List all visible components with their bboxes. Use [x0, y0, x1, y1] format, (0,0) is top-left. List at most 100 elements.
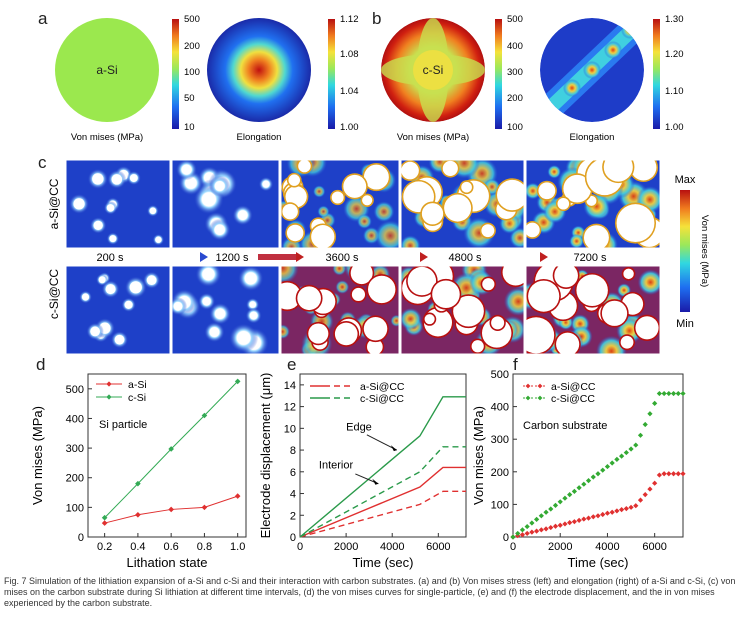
data-point	[537, 383, 543, 389]
series-line	[299, 396, 466, 538]
data-point	[525, 395, 531, 401]
data-point	[585, 515, 592, 521]
y-tick-label: 400	[66, 413, 84, 425]
colorbar-max-label: Max	[675, 174, 696, 186]
series-line	[299, 466, 466, 538]
stress-map-tile	[66, 160, 170, 248]
data-point	[623, 449, 629, 456]
a-right-tick: 1.12	[340, 14, 359, 25]
data-point	[168, 446, 174, 452]
b-left-tick: 300	[507, 67, 523, 78]
time-arrow-head	[540, 252, 548, 262]
stress-map-tile	[401, 160, 524, 248]
data-point	[537, 395, 543, 401]
data-point	[519, 527, 526, 533]
data-point	[590, 474, 596, 480]
data-point	[576, 485, 582, 491]
colorbar-axis-label: Von mises (MPa)	[699, 215, 710, 287]
legend-label: a-Si@CC	[360, 381, 405, 393]
data-point	[562, 521, 568, 527]
a-left-tick: 100	[184, 67, 200, 78]
data-point	[647, 411, 653, 417]
data-point	[670, 390, 677, 397]
annotation-edge-arrowhead	[390, 445, 397, 452]
time-arrow-head	[420, 252, 428, 262]
data-point	[106, 394, 112, 400]
y-tick-label: 200	[66, 473, 84, 485]
b-right-tick: 1.30	[665, 14, 684, 25]
data-point	[609, 509, 615, 515]
panel-letter-c: c	[38, 153, 47, 172]
x-axis-label: Lithation state	[127, 555, 208, 570]
x-tick-label: 0.8	[197, 541, 212, 553]
data-point	[633, 442, 639, 448]
x-tick-label: 0	[297, 541, 303, 553]
y-tick-label: 0	[78, 532, 84, 544]
data-point	[534, 516, 540, 522]
annotation-interior-arrowhead	[372, 478, 379, 485]
x-tick-label: 6000	[642, 541, 666, 553]
y-tick-label: 10	[284, 423, 296, 435]
data-point	[581, 481, 587, 487]
data-point	[576, 517, 582, 523]
stress-map-tile	[172, 160, 279, 248]
data-point	[666, 390, 672, 397]
stress-map-tile	[401, 266, 524, 354]
data-point	[101, 514, 108, 521]
b-right-caption: Elongation	[570, 132, 615, 143]
time-label: 3600 s	[325, 252, 359, 264]
stress-map-tile	[526, 266, 660, 354]
data-point	[628, 504, 634, 510]
annotation-interior: Interior	[319, 460, 354, 472]
stress-map-tile	[66, 266, 170, 354]
data-point	[595, 513, 601, 519]
y-tick-label: 300	[491, 434, 509, 446]
data-point	[101, 520, 108, 526]
data-point	[135, 511, 141, 518]
row-label-c-si-cc: c-Si@CC	[47, 269, 61, 320]
data-point	[609, 460, 615, 466]
annotation-edge: Edge	[346, 422, 372, 434]
panel-letter-f: f	[513, 355, 518, 374]
a-right-tick: 1.04	[340, 86, 359, 97]
data-point	[510, 534, 516, 540]
x-tick-label: 1.0	[230, 541, 245, 553]
data-point	[548, 524, 554, 531]
data-point	[168, 506, 174, 513]
a-si-vonmises-disk	[55, 18, 159, 122]
data-point	[571, 488, 577, 494]
a-si-disk-label: a-Si	[96, 63, 117, 77]
x-tick-label: 0.4	[130, 541, 145, 553]
data-point	[666, 471, 672, 477]
data-point	[529, 529, 535, 535]
chart-inner-title: Si particle	[99, 419, 147, 431]
data-point	[567, 492, 573, 498]
y-axis-label: Von mises (MPa)	[30, 406, 45, 505]
panel-letter-a: a	[38, 9, 48, 28]
y-tick-label: 400	[491, 402, 509, 414]
y-tick-label: 12	[284, 402, 296, 414]
data-point	[552, 523, 559, 529]
data-point	[675, 471, 681, 477]
data-point	[557, 522, 563, 528]
legend-label: a-Si@CC	[551, 381, 596, 393]
stress-map-panels	[66, 160, 660, 354]
data-point	[633, 503, 639, 509]
x-tick-label: 2000	[548, 541, 572, 553]
x-tick-label: 4000	[595, 541, 619, 553]
data-point	[652, 400, 658, 406]
panel-letter-e: e	[287, 355, 296, 374]
data-point	[661, 390, 667, 397]
y-tick-label: 8	[290, 445, 296, 457]
stress-map-tile	[281, 160, 399, 248]
a-right-tick: 1.00	[340, 122, 359, 133]
a-left-caption: Von mises (MPa)	[71, 132, 143, 143]
chart-e: 0 2000 4000 6000 0 2 4 6 8 10 12 14 Time (sec) Electr…	[258, 373, 467, 570]
data-point	[647, 486, 653, 492]
x-axis-label: Time (sec)	[568, 555, 629, 570]
data-point	[524, 523, 530, 530]
chart-f: 0 2000 4000 6000 0 100 200 300 400 500 Time (sec) V…	[471, 369, 686, 570]
data-point	[623, 506, 629, 512]
data-point	[642, 492, 648, 498]
data-point	[571, 519, 577, 525]
